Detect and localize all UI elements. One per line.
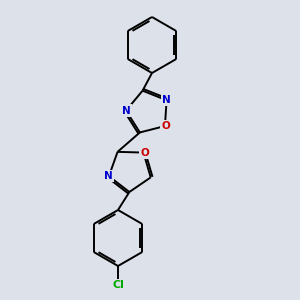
Text: O: O — [162, 121, 170, 131]
Text: N: N — [103, 171, 112, 181]
Text: O: O — [140, 148, 149, 158]
Text: Cl: Cl — [112, 280, 124, 290]
Text: N: N — [122, 106, 130, 116]
Text: N: N — [162, 95, 171, 105]
